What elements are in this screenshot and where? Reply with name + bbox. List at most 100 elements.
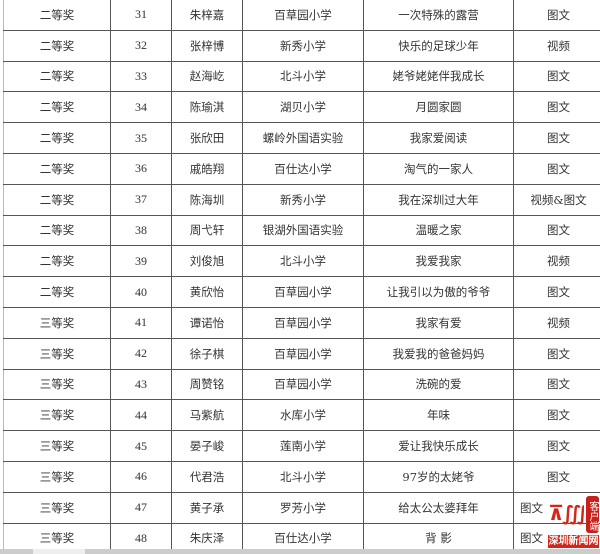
work-title-cell: 我家爱阅读 (363, 122, 514, 154)
watermark-logo: ⊼∭ 客户端 深圳新闻网 (548, 496, 599, 548)
award-cell: 二等奖 (3, 91, 111, 124)
number-cell: 36 (110, 152, 172, 185)
format-cell: 图文 (513, 0, 600, 31)
award-cell: 二等奖 (3, 122, 111, 154)
school-cell: 百仕达小学 (242, 152, 364, 185)
work-title-cell: 年味 (363, 399, 514, 432)
format-cell: 图文 (513, 491, 600, 524)
award-cell: 三等奖 (3, 460, 111, 493)
school-cell: 百草园小学 (242, 368, 364, 401)
award-cell: 二等奖 (3, 183, 111, 216)
award-cell: 二等奖 (3, 245, 111, 278)
student-name-cell: 张梓博 (171, 29, 243, 62)
school-cell: 罗芳小学 (242, 491, 364, 524)
format-cell: 图文 (513, 430, 600, 462)
number-cell: 31 (110, 0, 172, 31)
school-cell: 螺岭外国语实验 (242, 122, 364, 154)
table-row: 三等奖 47 黄子承 罗芳小学 给太公太婆拜年 图文 (3, 491, 600, 524)
format-cell: 图文 (513, 337, 600, 370)
award-cell: 三等奖 (3, 337, 111, 370)
number-cell: 42 (110, 337, 172, 370)
table-row: 二等奖 40 黄欣怡 百草园小学 让我引以为傲的爷爷 图文 (3, 276, 600, 308)
work-title-cell: 97岁的太姥爷 (363, 460, 514, 493)
student-name-cell: 黄子承 (171, 491, 243, 524)
table-row: 三等奖 42 徐子棋 百草园小学 我爱我的爸爸妈妈 图文 (3, 337, 600, 370)
number-cell: 46 (110, 460, 172, 493)
student-name-cell: 陈瑜淇 (171, 91, 243, 124)
award-cell: 二等奖 (3, 276, 111, 308)
table-row: 二等奖 35 张欣田 螺岭外国语实验 我家爱阅读 图文 (3, 122, 600, 154)
work-title-cell: 我爱我家 (363, 245, 514, 278)
format-cell: 图文 (513, 60, 600, 93)
format-cell: 图文 (513, 152, 600, 185)
award-cell: 三等奖 (3, 522, 111, 554)
school-cell: 湖贝小学 (242, 91, 364, 124)
school-cell: 百草园小学 (242, 0, 364, 31)
school-cell: 百草园小学 (242, 306, 364, 339)
school-cell: 新秀小学 (242, 29, 364, 62)
format-cell: 视频 (513, 245, 600, 278)
awards-table: 二等奖 31 朱梓嘉 百草园小学 一次特殊的露营 图文 二等奖 32 张梓博 新秀小学 快乐的足球少… (3, 0, 600, 554)
format-cell: 图文 (513, 91, 600, 124)
work-title-cell: 一次特殊的露营 (363, 0, 514, 31)
school-cell: 银湖外国语实验 (242, 214, 364, 247)
table-row: 二等奖 31 朱梓嘉 百草园小学 一次特殊的露营 图文 (3, 0, 600, 31)
student-name-cell: 赵海屹 (171, 60, 243, 93)
student-name-cell: 张欣田 (171, 122, 243, 154)
number-cell: 38 (110, 214, 172, 247)
table-row: 二等奖 38 周弋轩 银湖外国语实验 温暖之家 图文 (3, 214, 600, 247)
number-cell: 37 (110, 183, 172, 216)
scrollbar-thumb[interactable] (33, 549, 85, 554)
number-cell: 39 (110, 245, 172, 278)
table-row: 三等奖 46 代君浩 北斗小学 97岁的太姥爷 图文 (3, 460, 600, 493)
format-cell: 视频 (513, 29, 600, 62)
table-row: 三等奖 41 谭诺怡 百草园小学 我家有爱 视频 (3, 306, 600, 339)
number-cell: 40 (110, 276, 172, 308)
award-cell: 二等奖 (3, 60, 111, 93)
number-cell: 32 (110, 29, 172, 62)
table-row: 三等奖 45 晏子峻 莲南小学 爱让我快乐成长 图文 (3, 430, 600, 462)
format-cell: 视频 (513, 306, 600, 339)
school-cell: 北斗小学 (242, 245, 364, 278)
table-row: 二等奖 37 陈海圳 新秀小学 我在深圳过大年 视频&图文 (3, 183, 600, 216)
student-name-cell: 代君浩 (171, 460, 243, 493)
table-row: 二等奖 34 陈瑜淇 湖贝小学 月圆家圆 图文 (3, 91, 600, 124)
work-title-cell: 我家有爱 (363, 306, 514, 339)
award-cell: 三等奖 (3, 399, 111, 432)
award-cell: 二等奖 (3, 152, 111, 185)
student-name-cell: 黄欣怡 (171, 276, 243, 308)
school-cell: 新秀小学 (242, 183, 364, 216)
format-cell: 图文 (513, 368, 600, 401)
school-cell: 莲南小学 (242, 430, 364, 462)
student-name-cell: 朱梓嘉 (171, 0, 243, 31)
horizontal-scrollbar[interactable] (0, 549, 600, 554)
format-cell: 图文 (513, 276, 600, 308)
award-cell: 三等奖 (3, 430, 111, 462)
table-row: 二等奖 32 张梓博 新秀小学 快乐的足球少年 视频 (3, 29, 600, 62)
format-cell: 图文 (513, 214, 600, 247)
number-cell: 44 (110, 399, 172, 432)
school-cell: 北斗小学 (242, 60, 364, 93)
student-name-cell: 刘俊旭 (171, 245, 243, 278)
school-cell: 百草园小学 (242, 276, 364, 308)
logo-site-name: 深圳新闻网 (548, 535, 599, 548)
work-title-cell: 洗碗的爱 (363, 368, 514, 401)
work-title-cell: 爱让我快乐成长 (363, 430, 514, 462)
logo-mark: ⊼∭ (548, 501, 584, 525)
student-name-cell: 晏子峻 (171, 430, 243, 462)
award-cell: 三等奖 (3, 306, 111, 339)
award-cell: 三等奖 (3, 491, 111, 524)
award-cell: 二等奖 (3, 29, 111, 62)
format-cell: 图文 (513, 399, 600, 432)
school-cell: 百草园小学 (242, 337, 364, 370)
work-title-cell: 让我引以为傲的爷爷 (363, 276, 514, 308)
award-cell: 二等奖 (3, 214, 111, 247)
student-name-cell: 戚皓翔 (171, 152, 243, 185)
work-title-cell: 温暖之家 (363, 214, 514, 247)
award-cell: 二等奖 (3, 0, 111, 31)
table-row: 三等奖 44 马紫航 水库小学 年味 图文 (3, 399, 600, 432)
number-cell: 41 (110, 306, 172, 339)
work-title-cell: 我爱我的爸爸妈妈 (363, 337, 514, 370)
award-cell: 三等奖 (3, 368, 111, 401)
number-cell: 47 (110, 491, 172, 524)
